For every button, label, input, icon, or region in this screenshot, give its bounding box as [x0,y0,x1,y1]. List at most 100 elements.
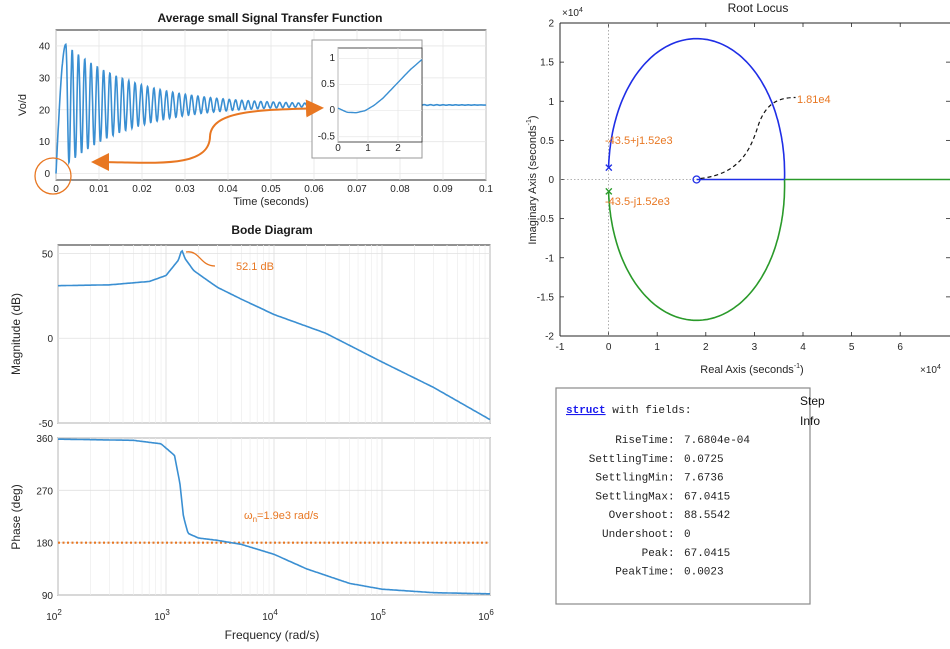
rootlocus-y-tick: -2 [545,332,554,343]
rl-ylabel-close: ) [527,115,539,119]
transfer-x-tick: 0.07 [347,184,367,195]
stepinfo-colon: : [668,473,675,485]
frequency-tick-exponent: 6 [489,608,494,617]
inset-y-tick: 1 [329,53,335,64]
stepinfo-value: 7.6804e-04 [684,435,750,447]
rootlocus-tick-labels: -1 0 1 2 3 4 5 6 2 1.5 1 0.5 0 -0.5 -1 -1.5 -2 [537,19,950,353]
rootlocus-x-tick: 4 [800,342,806,353]
rootlocus-y-tick: -0.5 [537,214,555,225]
magnitude-tick-labels: 50 0 -50 [39,249,54,430]
phase-tick-labels: 360 270 180 90 [36,434,53,602]
rl-ylabel-text: Imaginary Axis (seconds [527,125,539,245]
pole-markers [605,164,613,195]
origin-highlight-circle [34,157,72,195]
bode-xlabel: Frequency (rad/s) [225,628,320,642]
transfer-ylabel: Vo/d [17,94,29,116]
transfer-x-tick: 0 [53,184,59,195]
stepinfo-rows: RiseTime:7.6804e-04SettlingTime:0.0725Se… [589,435,751,579]
transfer-plot: Average small Signal Transfer Function 0… [17,11,493,208]
magnitude-gridlines [57,245,491,424]
transfer-title: Average small Signal Transfer Function [158,11,383,25]
rootlocus-ylabel: Imaginary Axis (seconds-1) [526,115,539,244]
inset-tick-labels: 0 1 2-0.500.51 [318,53,401,154]
arrow-to-origin [91,135,211,172]
rootlocus-y-tick: -1 [545,253,554,264]
frequency-tick: 105 [370,608,386,623]
inset-x-tick: 0 [335,143,341,154]
stepinfo-colon: : [668,548,675,560]
omega-value: =1.9e3 rad/s [257,510,319,522]
stepinfo-key: PeakTime [615,567,668,579]
stepinfo-colon: : [668,454,675,466]
stepinfo-panel: struct with fields: RiseTime:7.6804e-04S… [555,387,825,605]
rootlocus-y-tick: -1.5 [537,292,555,303]
stepinfo-key: Overshoot [609,510,668,522]
stepinfo-key: RiseTime [615,435,668,447]
rootlocus-title: Root Locus [728,1,789,15]
stepinfo-colon: : [668,491,675,503]
transfer-x-tick: 0.05 [261,184,281,195]
struct-link[interactable]: struct [566,405,606,417]
y-exp-base: ×10 [562,8,579,19]
stepinfo-value: 67.0415 [684,491,730,503]
rootlocus-x-exponent: ×104 [920,364,941,376]
rl-xlabel-close: ) [800,364,804,376]
stepinfo-value: 0 [684,529,691,541]
transfer-x-tick: 0.06 [304,184,324,195]
frequency-tick-labels: 102 103 104 105 106 [46,608,494,623]
rootlocus-x-tick: 1 [654,342,660,353]
rootlocus-y-tick: 0.5 [540,136,554,147]
stepinfo-header: struct with fields: [566,405,691,417]
inset-x-tick: 1 [365,143,371,154]
arrow-to-inset [209,99,324,137]
stepinfo-value: 0.0023 [684,567,724,579]
inset-y-tick: 0.5 [321,79,335,90]
rootlocus-x-tick: 3 [752,342,758,353]
omega-subscript: n [253,515,257,524]
stepinfo-key: Undershoot [602,529,668,541]
frequency-tick-exponent: 3 [165,608,170,617]
frequency-tick: 103 [154,608,170,623]
rootlocus-y-exponent: ×104 [562,7,583,19]
stepinfo-key: SettlingMax [595,491,668,503]
transfer-y-tick: 40 [39,41,51,52]
peak-annotation-leader [185,251,216,267]
rl-ylabel-sup: -1 [526,119,533,125]
rootlocus-upper-branch [607,37,786,180]
transfer-x-tick: 0.09 [433,184,453,195]
upper-pole-annotation: -43.5+j1.52e3 [605,135,673,147]
rootlocus-x-tick: 5 [849,342,855,353]
phase-line [58,438,490,595]
step-info-label-step: Step [800,394,825,408]
stepinfo-key: SettlingTime [589,454,668,466]
omega-symbol: ω [244,510,253,522]
transfer-y-tick: 30 [39,73,51,84]
inset-x-tick: 2 [395,143,401,154]
magnitude-ylabel: Magnitude (dB) [9,293,23,375]
stepinfo-colon: : [668,510,675,522]
stepinfo-colon: : [668,567,675,579]
transfer-y-tick: 20 [39,105,51,116]
frequency-tick-exponent: 4 [273,608,278,617]
inset-y-tick: -0.5 [318,131,336,142]
rootlocus-y-tick: 0 [548,175,554,186]
stepinfo-box [555,387,811,605]
transfer-x-tick: 0.02 [132,184,152,195]
zero-annotation: 1.81e4 [797,94,831,106]
frequency-tick-exponent: 5 [381,608,386,617]
stepinfo-value: 7.6736 [684,473,724,485]
inset-y-tick: 0 [329,105,335,116]
rootlocus-y-tick: 1.5 [540,58,554,69]
root-locus-plot: Root Locus -1 0 1 2 3 4 5 621.510.50-0.5-1-1.5-… [526,1,950,376]
rootlocus-x-tick: -1 [556,342,565,353]
phase-y-tick: 90 [42,591,54,602]
phase-ylabel: Phase (deg) [9,484,23,549]
magnitude-line [58,249,491,421]
pole-marker [605,187,613,195]
transfer-tick-labels: 0 0.01 0.02 0.03 0.04 0.05 0.06 0.07 0.08 0.09 0.1… [39,41,494,195]
transfer-x-tick: 0.03 [175,184,195,195]
magnitude-y-tick: -50 [39,419,54,430]
stepinfo-colon: : [668,435,675,447]
frequency-tick: 104 [262,608,278,623]
